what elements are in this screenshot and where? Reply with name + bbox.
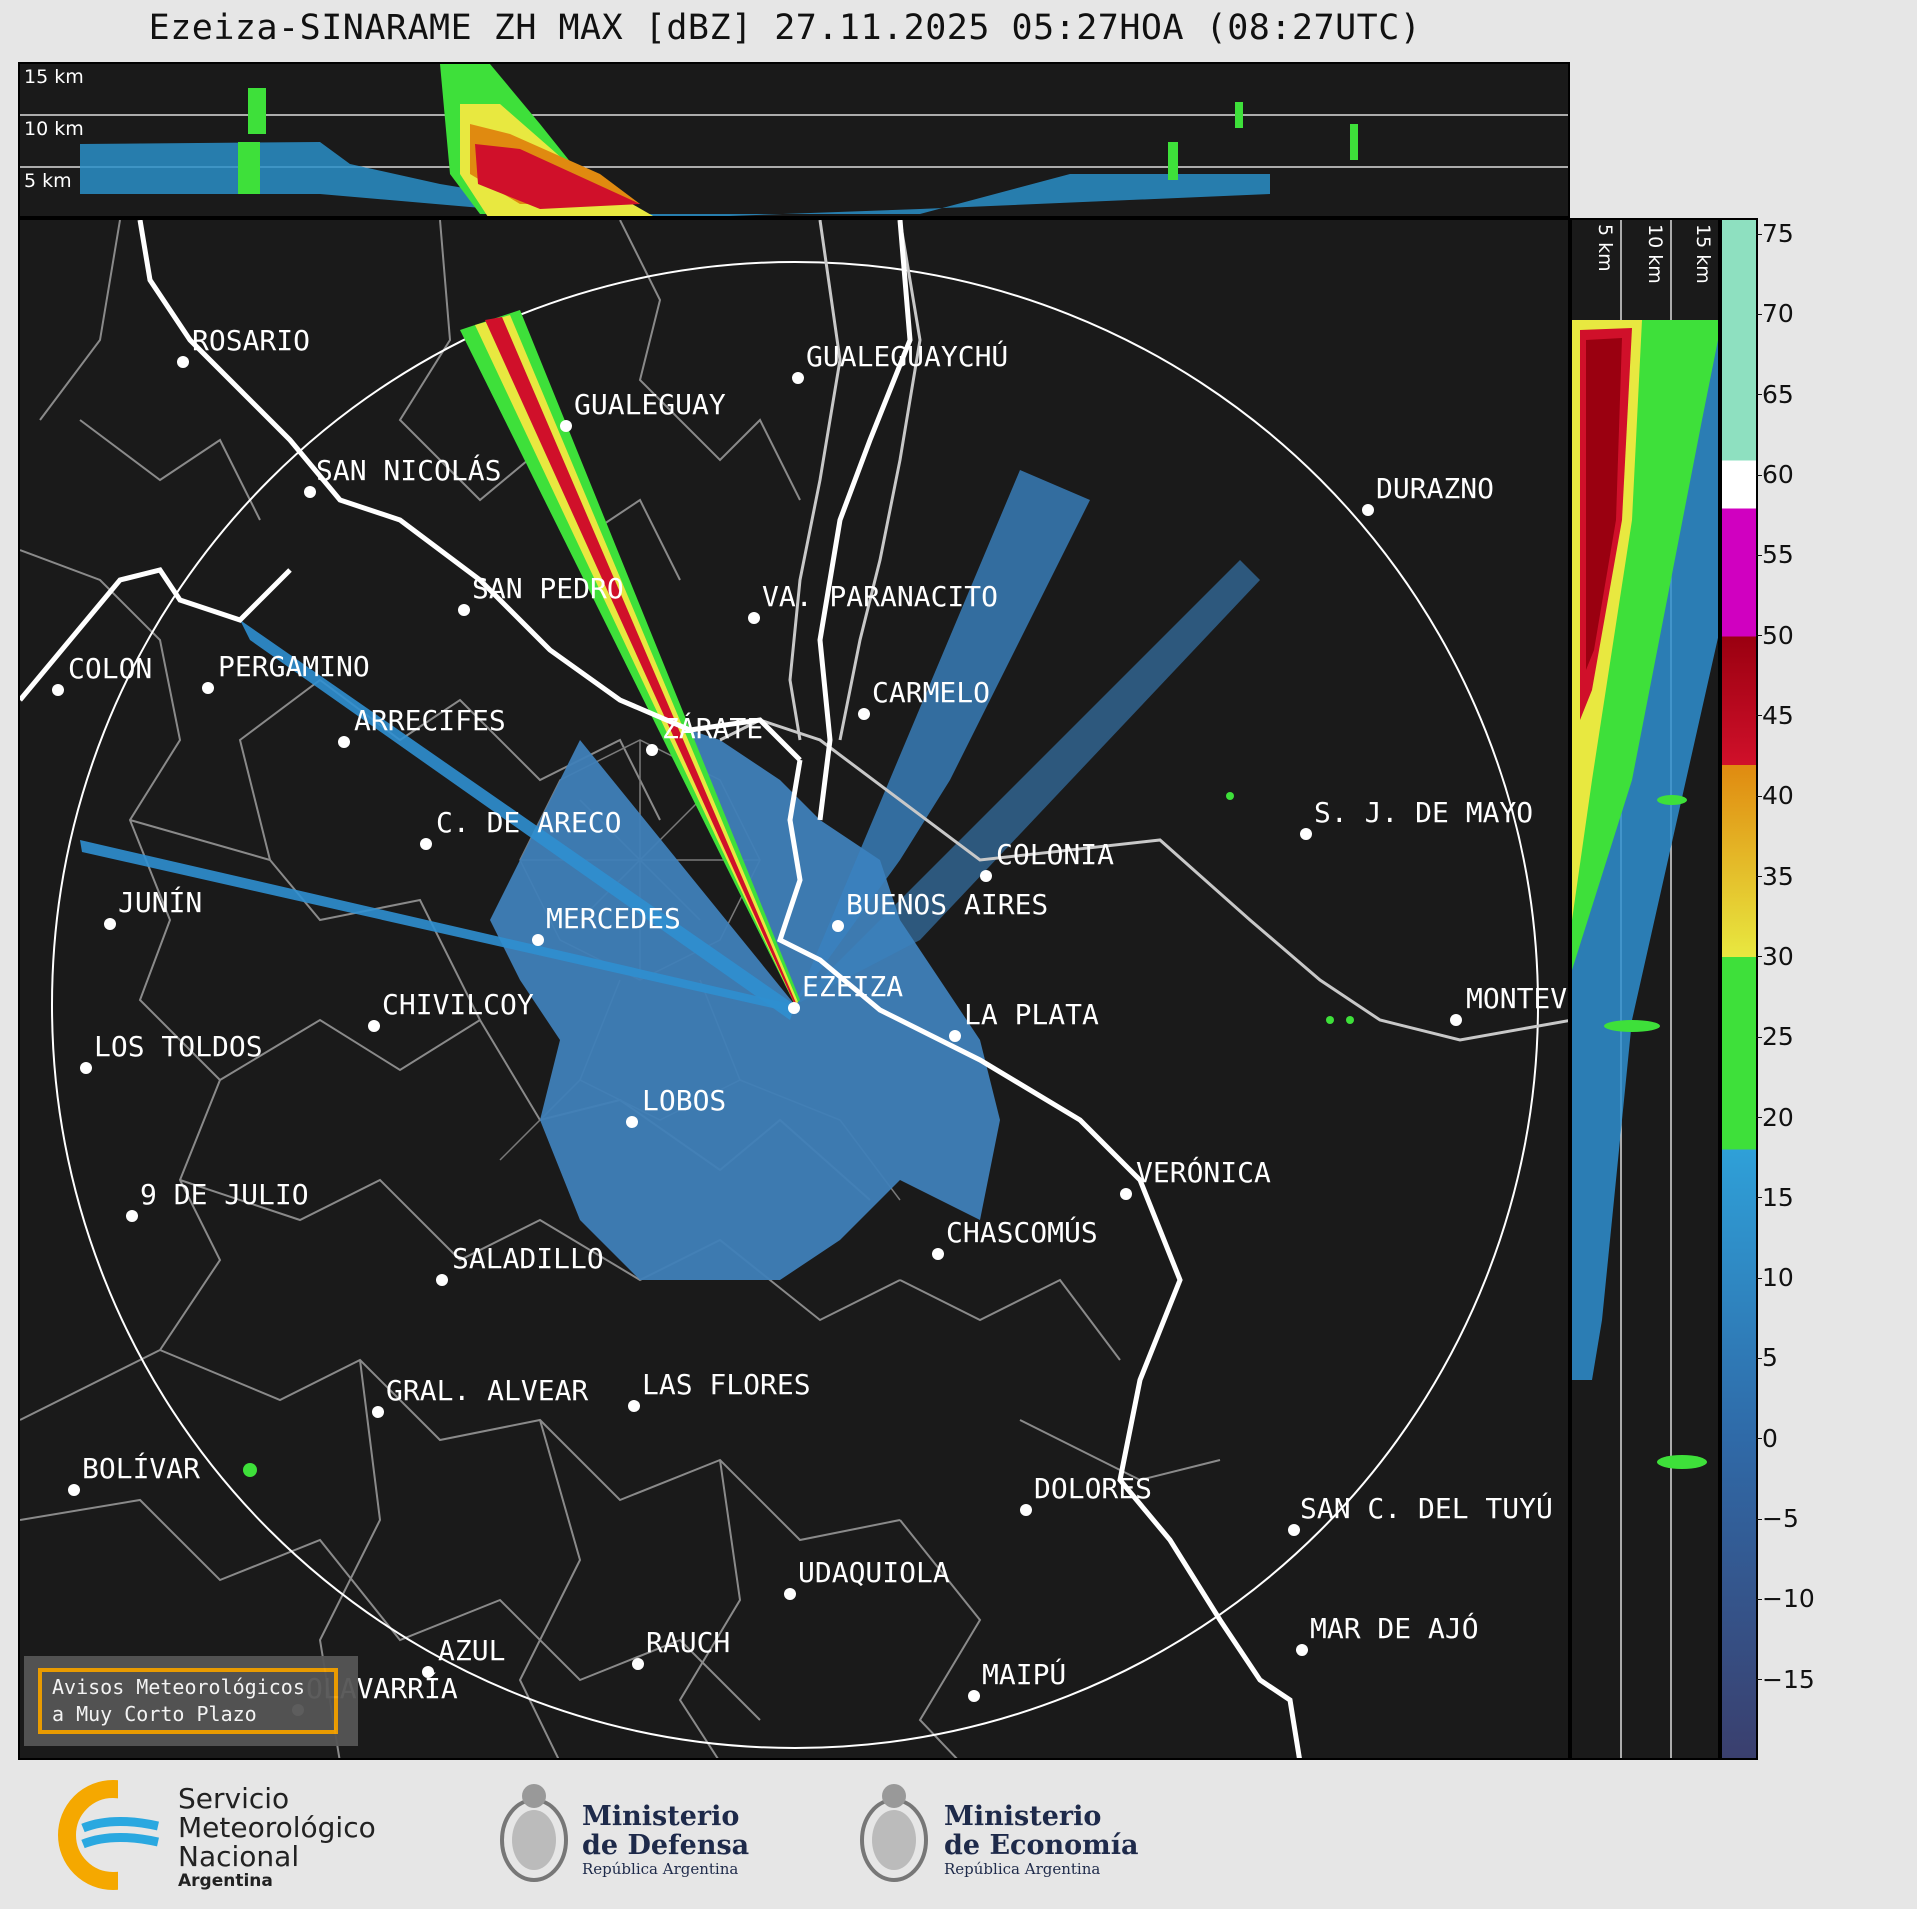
city-label: VERÓNICA (1136, 1155, 1271, 1189)
reflectivity-echoes (80, 310, 1354, 1477)
city-markers (52, 356, 1462, 1716)
smn-line-3: Nacional (178, 1840, 300, 1873)
smn-logo (58, 1780, 168, 1890)
height-label-5km: 5 km (24, 170, 72, 192)
city-label: DURAZNO (1376, 472, 1494, 505)
city-label: UDAQUIOLA (798, 1556, 950, 1589)
city-label: MAIPÚ (982, 1657, 1066, 1691)
side-profile-echoes (1572, 220, 1718, 1758)
city-label: LOS TOLDOS (94, 1030, 263, 1063)
city-label: CHIVILCOY (382, 988, 534, 1021)
colorbar-tick-label: 15 (1756, 1182, 1794, 1212)
side-height-profile: 5 km 10 km 15 km (1570, 218, 1720, 1760)
height-label-15km: 15 km (24, 66, 84, 88)
city-label: MERCEDES (546, 902, 681, 935)
colorbar-tick-label: 40 (1756, 781, 1794, 811)
city-label: BOLÍVAR (82, 1451, 200, 1485)
smn-text: Servicio Meteorológico Nacional Argentin… (178, 1784, 376, 1891)
smn-line-4: Argentina (178, 1871, 273, 1891)
radar-range-circle (51, 261, 1539, 1749)
city-label: SAN C. DEL TUYÚ (1300, 1491, 1553, 1525)
city-label: RAUCH (646, 1626, 730, 1659)
city-label: MONTEV (1466, 982, 1567, 1015)
economia-line-1: Ministerio (944, 1801, 1102, 1832)
city-label: GRAL. ALVEAR (386, 1374, 588, 1407)
notice-line-2: a Muy Corto Plazo (52, 1702, 257, 1726)
city-label: COLON (68, 652, 152, 685)
city-label: GUALEGUAY (574, 388, 726, 421)
economia-seal-icon (854, 1778, 934, 1898)
defensa-line-2: de Defensa (582, 1830, 750, 1861)
economia-line-3: República Argentina (944, 1860, 1101, 1878)
city-label: COLONIA (996, 838, 1114, 871)
height-label-15km: 15 km (1692, 224, 1714, 284)
colorbar-tick-label: 55 (1756, 540, 1794, 570)
colorbar-tick-label: 50 (1756, 620, 1794, 650)
smn-logo-icon (58, 1780, 168, 1890)
city-label: BUENOS AIRES (846, 888, 1048, 921)
city-label: LA PLATA (964, 998, 1099, 1031)
colorbar-tick-label: −10 (1756, 1584, 1815, 1614)
seal-icon (860, 1784, 928, 1882)
city-label: VA. PARANACITO (762, 580, 998, 613)
colorbar-tick-label: 5 (1756, 1343, 1778, 1373)
city-label: S. J. DE MAYO (1314, 796, 1533, 829)
city-label: C. DE ARECO (436, 806, 621, 839)
defensa-text: Ministerio de Defensa República Argentin… (582, 1802, 749, 1878)
defensa-line-3: República Argentina (582, 1860, 739, 1878)
economia-text: Ministerio de Economía República Argenti… (944, 1802, 1138, 1878)
city-label: LAS FLORES (642, 1368, 811, 1401)
top-height-profile: 15 km 10 km 5 km (18, 62, 1570, 218)
country-borders (20, 220, 1302, 1758)
economia-line-2: de Economía (944, 1830, 1139, 1861)
colorbar-tick-label: 10 (1756, 1263, 1794, 1293)
colorbar-tick-label: −15 (1756, 1664, 1815, 1694)
city-label: JUNÍN (118, 885, 202, 919)
radar-map: ROSARIO GUALEGUAYCHÚ GUALEGUAY SAN NICOL… (18, 218, 1570, 1760)
chart-title: Ezeiza-SINARAME ZH MAX [dBZ] 27.11.2025 … (148, 8, 1422, 48)
city-label: SALADILLO (452, 1242, 604, 1275)
city-label: ROSARIO (192, 324, 310, 357)
colorbar-tick-label: 60 (1756, 460, 1794, 489)
height-label-5km: 5 km (1594, 224, 1616, 272)
colorbar-tick-label: 35 (1756, 861, 1794, 891)
city-labels: ROSARIO GUALEGUAYCHÚ GUALEGUAY SAN NICOL… (68, 324, 1567, 1705)
colorbar-tick-label: 45 (1756, 700, 1794, 730)
dbz-colorbar (1720, 218, 1758, 1760)
defensa-line-1: Ministerio (582, 1801, 740, 1832)
city-label: MAR DE AJÓ (1310, 1611, 1479, 1645)
city-label: SAN NICOLÁS (316, 453, 501, 487)
city-label: LOBOS (642, 1084, 726, 1117)
city-label: CARMELO (872, 676, 990, 709)
city-label: SAN PEDRO (472, 572, 624, 605)
colorbar-tick-label: −5 (1756, 1504, 1799, 1534)
colorbar-tick-label: 75 (1756, 219, 1794, 249)
height-label-10km: 10 km (24, 118, 84, 140)
height-label-10km: 10 km (1644, 224, 1666, 284)
city-label: GUALEGUAYCHÚ (806, 339, 1008, 373)
smn-line-1: Servicio (178, 1782, 290, 1815)
top-profile-echoes (20, 64, 1568, 216)
colorbar-tick-label: 70 (1756, 299, 1794, 329)
city-label: EZEIZA (802, 970, 903, 1003)
city-label: PERGAMINO (218, 650, 370, 683)
smn-line-2: Meteorológico (178, 1811, 376, 1844)
city-label: ARRECIFES (354, 704, 506, 737)
city-label: DOLORES (1034, 1472, 1152, 1505)
notice-line-1: Avisos Meteorológicos (52, 1675, 305, 1699)
city-label: AZUL (438, 1634, 505, 1667)
coastline (719, 220, 1568, 1042)
colorbar-tick-label: 65 (1756, 379, 1794, 409)
seal-icon (500, 1784, 568, 1882)
colorbar-tick-label: 25 (1756, 1022, 1794, 1052)
colorbar-tick-label: 0 (1756, 1423, 1778, 1453)
city-label: CHASCOMÚS (946, 1215, 1098, 1249)
map-canvas: ROSARIO GUALEGUAYCHÚ GUALEGUAY SAN NICOL… (20, 220, 1568, 1758)
colorbar-tick-label: 30 (1756, 941, 1794, 971)
defensa-seal-icon (494, 1778, 574, 1898)
colorbar-tick-label: 20 (1756, 1102, 1794, 1132)
city-label: ZÁRATE (662, 711, 763, 745)
notice-box[interactable]: Avisos Meteorológicos a Muy Corto Plazo (24, 1656, 358, 1746)
city-label: 9 DE JULIO (140, 1178, 309, 1211)
